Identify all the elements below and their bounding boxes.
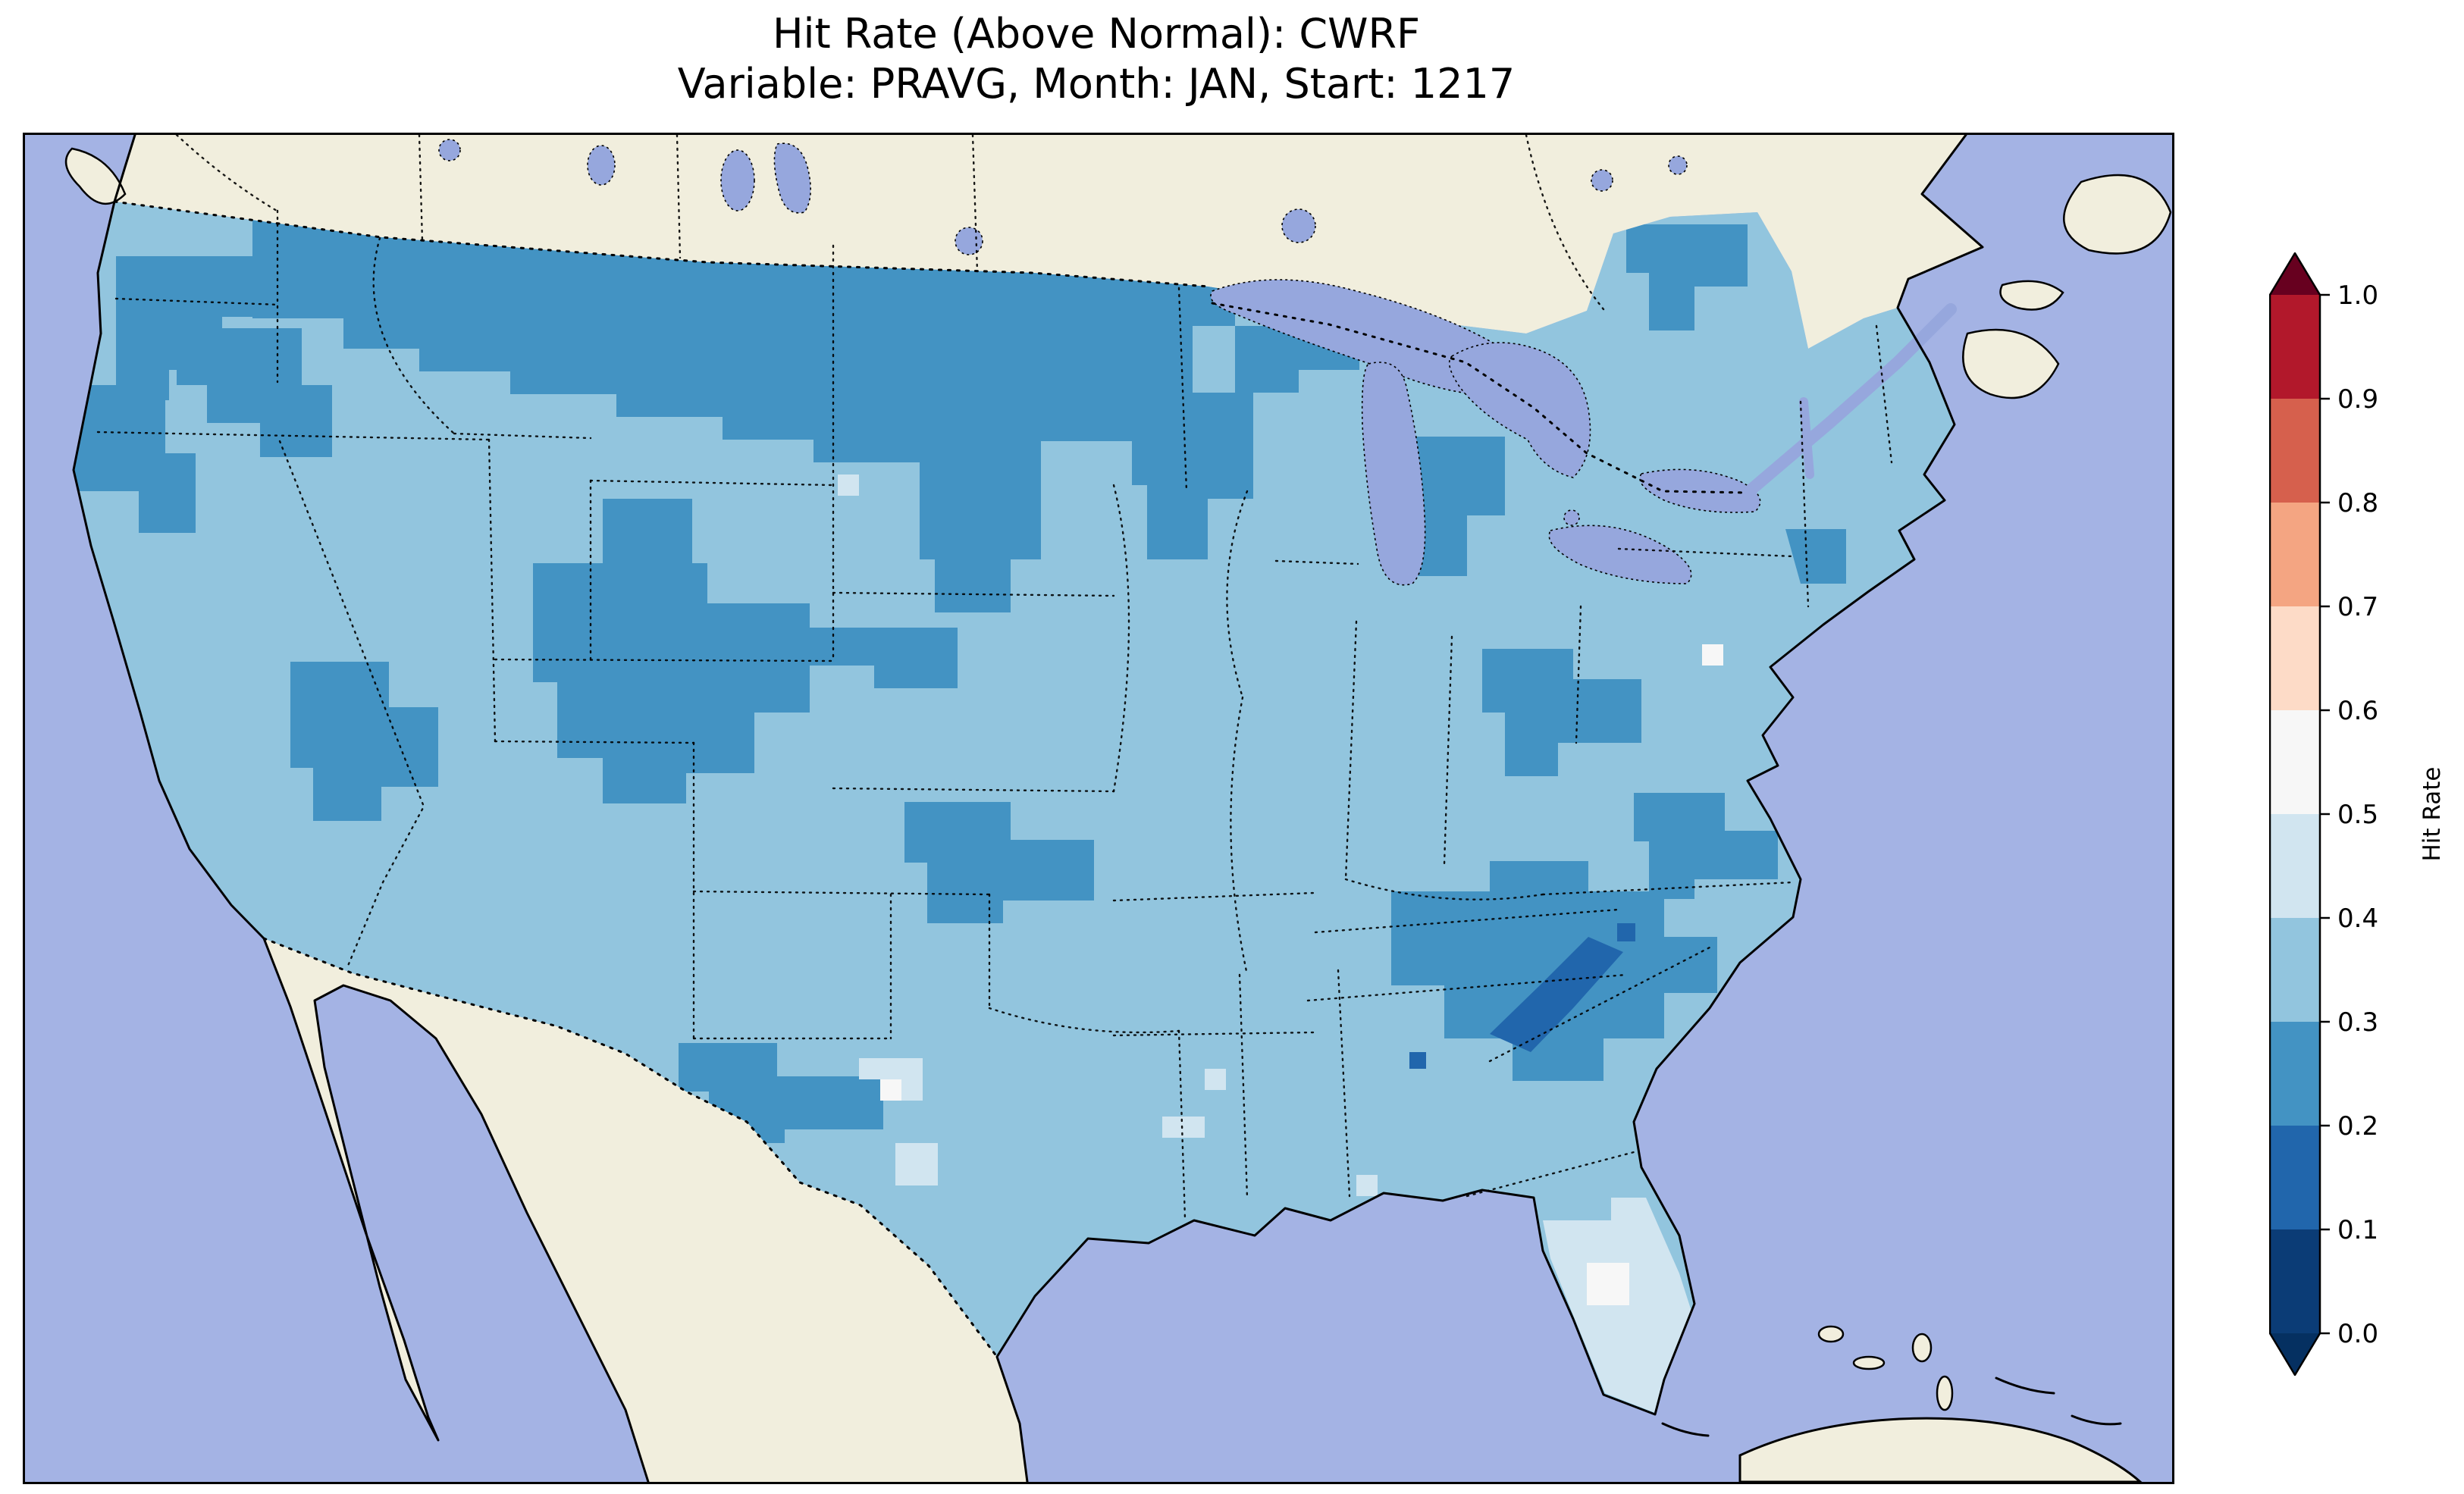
colorbar-segment <box>2270 814 2320 918</box>
colorbar-tick-label: 0.0 <box>2337 1319 2378 1349</box>
patch-minnesota-iowa <box>920 485 1041 612</box>
plot-title: Hit Rate (Above Normal): CWRF <box>772 10 1421 58</box>
florida-keys-arc <box>1661 1422 1710 1437</box>
lake-ontario <box>1639 468 1761 513</box>
colorbar-canvas: 1.0 0.9 0.8 0.7 0.6 0.5 0.4 0.3 0.2 0.1 … <box>2269 252 2378 1376</box>
colorbar-tick-label: 0.1 <box>2337 1215 2378 1245</box>
patch-virginia-carolina <box>1634 793 1778 899</box>
vancouver-island <box>64 147 127 205</box>
pale-cell <box>838 475 859 496</box>
patch-upstate-new-york <box>1626 224 1748 330</box>
colorbar-segment <box>2270 606 2320 710</box>
colorbar-tick-label: 0.7 <box>2337 592 2378 622</box>
bahamas-island <box>1936 1375 1954 1411</box>
us-mexico-border <box>262 937 998 1358</box>
lake-champlain <box>1799 397 1814 479</box>
colorbar-tick-label: 0.3 <box>2337 1007 2378 1038</box>
colorbar-extend-upper <box>2270 253 2320 295</box>
st-lawrence-river <box>1741 303 1957 499</box>
country-borders <box>113 200 1749 1358</box>
georgia-dark-streak <box>1490 937 1623 1052</box>
nova-scotia <box>1962 328 2060 399</box>
colorbar-tick-labels: 1.0 0.9 0.8 0.7 0.6 0.5 0.4 0.3 0.2 0.1 … <box>2337 280 2378 1349</box>
colorbar-tick-label: 0.9 <box>2337 384 2378 415</box>
dark-cell <box>1409 1052 1426 1069</box>
lake-st-clair <box>1563 509 1580 526</box>
patch-wyoming <box>603 499 692 563</box>
colorbar-tick-label: 0.8 <box>2337 488 2378 518</box>
bahamas-island <box>1817 1325 1845 1343</box>
gulf-atlantic-coastline <box>995 135 1984 1482</box>
colorbar-segment <box>2270 295 2320 399</box>
white-cell-florida <box>1587 1263 1629 1305</box>
lake-michigan <box>1361 362 1426 586</box>
cuba <box>1738 1417 2143 1482</box>
coastlines <box>72 135 1984 1482</box>
patch-nebraska-kansas <box>810 628 958 688</box>
pacific-coastline <box>72 135 650 1482</box>
bahamas-island <box>1911 1333 1933 1363</box>
pale-cell <box>1356 1175 1378 1196</box>
map-canvas <box>25 135 2172 1482</box>
colorbar-segment <box>2270 710 2320 814</box>
quebec-lake <box>1591 169 1613 192</box>
bahamas-island <box>1852 1355 1886 1370</box>
colorbar-segment <box>2270 503 2320 606</box>
colorbar-tick-label: 0.4 <box>2337 904 2378 934</box>
pale-cell <box>1162 1117 1205 1138</box>
colorbar: 1.0 0.9 0.8 0.7 0.6 0.5 0.4 0.3 0.2 0.1 … <box>2269 252 2444 1376</box>
mexico-landmass <box>264 938 1027 1482</box>
patch-oregon-california-coast <box>74 385 196 533</box>
hit-rate-patches-01-02 <box>1409 923 1635 1069</box>
hit-rate-patches-02-03 <box>74 208 1846 1143</box>
patch-idaho <box>177 328 332 457</box>
patch-northern-plains <box>252 208 1235 485</box>
state-borders <box>96 135 1893 1220</box>
colorbar-segment <box>2270 1022 2320 1126</box>
patch-missouri <box>904 802 1094 923</box>
island-chain-arc <box>1995 1377 2055 1395</box>
canadian-lake <box>587 145 616 186</box>
patch-wisconsin <box>1132 393 1253 559</box>
lake-nipigon <box>1281 208 1316 243</box>
us-canada-border-east <box>1211 302 1749 494</box>
colorbar-segment <box>2270 399 2320 503</box>
newfoundland <box>2063 174 2172 255</box>
pale-cell <box>859 1058 923 1079</box>
pale-cell <box>895 1143 938 1185</box>
quebec-lake <box>1668 155 1688 175</box>
colorbar-tick-label: 0.2 <box>2337 1111 2378 1142</box>
map-frame <box>23 133 2174 1484</box>
lake-winnipeg <box>773 143 811 214</box>
caribbean <box>1661 1325 2143 1482</box>
lake-of-the-woods <box>955 227 983 255</box>
canadian-lake <box>438 139 461 161</box>
patch-new-england <box>1785 529 1846 584</box>
colorbar-tick-label: 0.6 <box>2337 696 2378 726</box>
colorbar-ticks <box>2320 293 2330 1335</box>
anticosti-island <box>1999 280 2064 311</box>
pale-cell <box>1205 1069 1226 1090</box>
island-chain-arc <box>2071 1414 2122 1426</box>
patch-colorado-new-mexico <box>533 563 810 803</box>
colorbar-axis-label: Hit Rate <box>2419 766 2446 862</box>
patch-michigan <box>1406 437 1505 576</box>
colorbar-segment <box>2270 918 2320 1022</box>
colorbar-tick-label: 0.5 <box>2337 800 2378 830</box>
plot-subtitle: Variable: PRAVG, Month: JAN, Start: 1217 <box>677 60 1516 108</box>
islands <box>64 147 2172 399</box>
white-cell-texas <box>880 1079 901 1101</box>
lake-manitoba <box>720 149 755 211</box>
lake-erie <box>1548 525 1692 584</box>
colorbar-segment <box>2270 1229 2320 1333</box>
colorbar-extend-lower <box>2270 1333 2320 1375</box>
plot-title-block: Hit Rate (Above Normal): CWRF Variable: … <box>23 9 2170 109</box>
colorbar-segment <box>2270 1126 2320 1229</box>
patch-ohio-valley <box>1482 649 1641 776</box>
white-cell-maryland <box>1702 644 1723 666</box>
colorbar-tick-label: 1.0 <box>2337 280 2378 311</box>
canada-landmass <box>114 135 1983 349</box>
patch-four-corners <box>290 662 438 821</box>
dark-cell <box>1617 923 1635 941</box>
